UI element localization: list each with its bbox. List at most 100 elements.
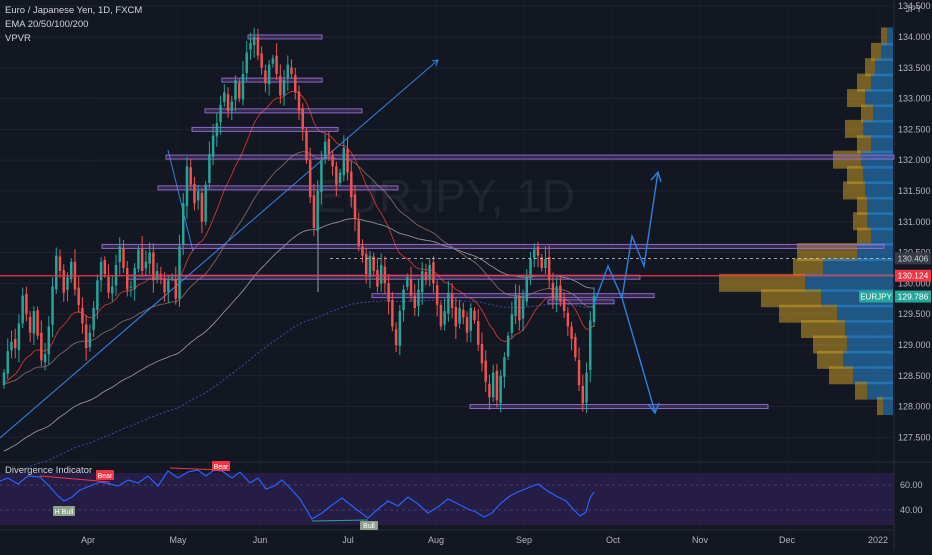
bullish-projection[interactable] — [593, 171, 659, 305]
vp-down-130.75 — [857, 227, 871, 246]
candle-body-55 — [208, 154, 211, 183]
candle-body-94 — [353, 194, 357, 219]
zone-133.3 — [221, 77, 323, 83]
zone-132.05 — [165, 154, 895, 160]
candle-body-70 — [264, 70, 267, 84]
candle-body-150 — [562, 299, 566, 312]
candle-body-121 — [454, 307, 458, 327]
candle-body-41 — [155, 271, 159, 279]
candle-body-27 — [103, 259, 107, 275]
candle-body-61 — [230, 101, 234, 111]
vp-up-128 — [883, 397, 893, 416]
candle-body-10 — [40, 332, 43, 361]
candle-body-76 — [286, 64, 290, 79]
zone-132.8 — [204, 108, 363, 114]
candle-body-133 — [499, 375, 502, 404]
symbol-title[interactable]: Euro / Japanese Yen, 1D, FXCM — [5, 5, 142, 16]
oscillator-title[interactable]: Divergence Indicator — [5, 465, 92, 476]
vp-up-130 — [805, 273, 893, 292]
candle-body-18 — [69, 261, 73, 280]
vp-up-131 — [867, 212, 893, 231]
bear-tag-1-bg — [96, 470, 114, 480]
vp-up-134 — [887, 27, 893, 46]
vp-down-128.25 — [855, 381, 867, 400]
vp-down-133.5 — [865, 58, 875, 77]
projection-path[interactable] — [593, 170, 662, 415]
time-tick-Jun: Jun — [253, 535, 268, 545]
oscillator-band — [0, 473, 894, 525]
candle-body-110 — [413, 295, 416, 308]
candle-body-103 — [387, 283, 390, 302]
price-pane[interactable] — [0, 0, 894, 462]
ema-indicator-label[interactable]: EMA 20/50/100/200 — [5, 19, 88, 30]
candle-body-71 — [267, 64, 271, 85]
candle-body-130 — [488, 383, 491, 398]
candle-body-140 — [525, 277, 529, 302]
candle-body-81 — [305, 131, 308, 161]
candle-body-6 — [25, 293, 28, 315]
candle-body-46 — [174, 279, 178, 299]
candle-body-144 — [540, 257, 543, 268]
candle-body-47 — [178, 246, 181, 299]
candle-body-59 — [223, 92, 226, 102]
osc-tick-40: 40.00 — [900, 505, 923, 515]
price-tick-134.5: 134.500 — [898, 1, 931, 11]
candle-body-93 — [350, 171, 353, 198]
vp-down-132.5 — [845, 119, 863, 138]
candle-body-52 — [196, 190, 200, 201]
time-tick-Nov: Nov — [692, 535, 709, 545]
symbol-badge: EURJPY — [860, 293, 892, 302]
candle-body-139 — [521, 298, 525, 319]
candle-body-29 — [111, 286, 114, 294]
candle-body-153 — [574, 336, 577, 358]
bull-tag: Bull — [363, 523, 375, 530]
candle-body-56 — [211, 135, 215, 157]
vp-down-129.25 — [801, 320, 845, 339]
oscillator-pane[interactable]: Divergence Indicator Bear Bear H Bull Bu… — [0, 461, 923, 530]
candle-body-9 — [36, 310, 39, 336]
vp-down-133.75 — [871, 42, 881, 61]
candle-body-136 — [510, 314, 514, 333]
time-tick-Jul: Jul — [342, 535, 354, 545]
vp-up-128.75 — [843, 350, 893, 369]
bearish-arrowhead — [647, 402, 660, 415]
price-tick-133: 133.000 — [898, 94, 931, 104]
vp-down-131.25 — [857, 196, 867, 215]
candle-body-39 — [148, 252, 151, 264]
candle-body-156 — [585, 372, 588, 403]
candle-body-151 — [566, 312, 570, 327]
candle-body-90 — [338, 172, 342, 183]
candle-body-155 — [581, 385, 585, 404]
ascending-trendline[interactable] — [0, 59, 439, 439]
price-tick-132.5: 132.500 — [898, 124, 931, 134]
candle-body-40 — [152, 252, 155, 281]
zone-131.55 — [157, 185, 399, 191]
price-tick-133.5: 133.500 — [898, 63, 931, 73]
candle-body-26 — [99, 261, 103, 281]
candle-body-25 — [96, 280, 99, 310]
zone-132.5 — [191, 126, 339, 132]
vp-down-129.5 — [779, 304, 837, 323]
candle-body-17 — [66, 277, 69, 290]
descending-trendline[interactable] — [167, 149, 194, 252]
vpvr-indicator-label[interactable]: VPVR — [5, 33, 31, 44]
time-tick-May: May — [169, 535, 187, 545]
candle-body-74 — [279, 75, 282, 96]
hidden-bull-tag-bg — [53, 506, 75, 516]
vp-down-130.25 — [793, 258, 823, 277]
candle-body-105 — [394, 329, 398, 345]
vp-up-130.75 — [871, 227, 893, 246]
time-tick-Sep: Sep — [516, 535, 532, 545]
vp-up-129.25 — [845, 320, 893, 339]
bearish-projection[interactable] — [621, 297, 656, 413]
candle-body-138 — [518, 295, 521, 321]
candle-body-91 — [342, 147, 346, 176]
candle-body-98 — [368, 255, 372, 277]
candle-body-0 — [2, 372, 6, 385]
candle-body-4 — [17, 323, 21, 350]
candle-body-87 — [327, 138, 331, 154]
candle-body-58 — [219, 104, 222, 123]
candle-body-148 — [555, 286, 558, 300]
candle-body-15 — [58, 256, 62, 272]
